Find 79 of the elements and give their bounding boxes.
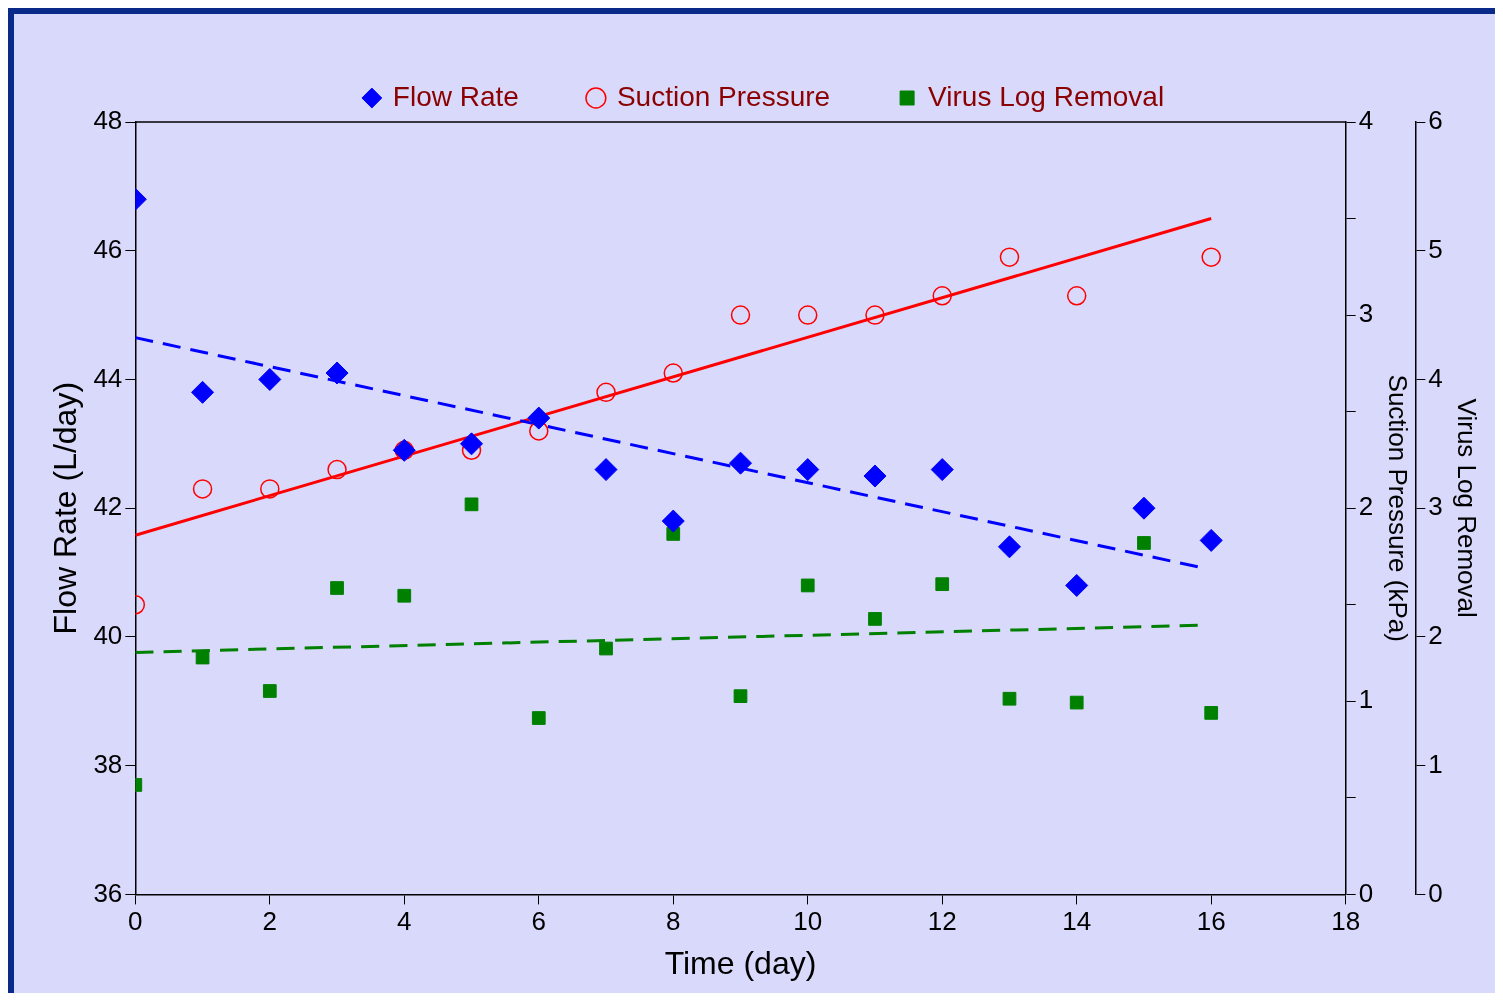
point: [1204, 706, 1219, 720]
point: [997, 535, 1021, 559]
point: [594, 458, 618, 482]
point: [262, 684, 277, 698]
legend-label: Suction Pressure: [616, 80, 831, 112]
point: [1066, 286, 1087, 306]
y3-tick-label: 3: [1428, 491, 1443, 522]
y3-tick-label: 5: [1428, 233, 1443, 264]
x-tick-label: 0: [128, 906, 143, 937]
x-tick-label: 8: [666, 906, 681, 937]
x-tick-label: 6: [531, 906, 547, 937]
legend-label: Flow Rate: [392, 80, 519, 112]
point: [195, 650, 210, 665]
y2-tick-label: 2: [1358, 491, 1374, 522]
point: [935, 577, 950, 592]
point: [796, 458, 820, 482]
y2-axis-title: Suction Pressure (kPa): [1382, 374, 1413, 642]
y3-tick-label: 6: [1428, 105, 1443, 136]
point: [599, 641, 613, 656]
point: [729, 451, 752, 475]
point: [865, 305, 885, 325]
point: [868, 612, 882, 626]
point: [733, 689, 748, 704]
y3-tick-label: 0: [1428, 877, 1443, 908]
y2-tick-label: 0: [1358, 877, 1374, 908]
y-tick-label: 38: [93, 748, 123, 779]
point: [397, 588, 412, 603]
y-tick-label: 42: [93, 491, 123, 522]
y-tick-label: 44: [93, 362, 123, 393]
point: [1199, 528, 1223, 552]
point: [464, 497, 479, 512]
y2-tick-label: 1: [1358, 684, 1374, 715]
point: [260, 479, 280, 499]
x-tick-label: 2: [262, 906, 278, 937]
point: [1137, 536, 1151, 550]
point: [1002, 691, 1017, 706]
point: [596, 382, 616, 403]
y3-tick-label: 4: [1428, 362, 1443, 393]
x-tick-label: 16: [1196, 906, 1226, 937]
y2-tick-label: 3: [1358, 298, 1374, 329]
point: [191, 380, 215, 404]
point: [531, 711, 546, 725]
point: [327, 459, 347, 480]
point: [1069, 695, 1084, 710]
legend-label: Virus Log Removal: [928, 80, 1165, 112]
point: [930, 458, 954, 482]
point: [797, 305, 818, 325]
point: [800, 578, 815, 593]
x-tick-label: 10: [793, 906, 823, 937]
x-tick-label: 4: [397, 906, 412, 937]
y3-tick-label: 1: [1428, 748, 1443, 779]
point: [529, 421, 549, 441]
point: [999, 247, 1020, 267]
point: [730, 305, 751, 325]
point: [325, 361, 349, 385]
point: [1132, 496, 1156, 520]
y-axis-title: Flow Rate (L/day): [47, 381, 84, 635]
y-tick-label: 36: [93, 877, 123, 908]
y2-tick-label: 4: [1358, 105, 1374, 136]
point: [932, 286, 952, 306]
point: [661, 509, 685, 533]
y-tick-label: 46: [93, 233, 123, 264]
x-tick-label: 14: [1062, 906, 1092, 937]
point: [527, 406, 551, 430]
y3-tick-label: 2: [1428, 620, 1443, 651]
y3-axis-title: Virus Log Removal: [1452, 398, 1483, 618]
point: [330, 581, 344, 595]
point: [460, 432, 484, 456]
y-tick-label: 48: [93, 105, 123, 136]
x-tick-label: 12: [927, 906, 957, 937]
x-axis-title: Time (day): [664, 944, 817, 981]
y-tick-label: 40: [93, 620, 123, 651]
x-tick-label: 18: [1331, 906, 1361, 937]
point: [1201, 247, 1221, 267]
point: [258, 367, 282, 391]
point: [1065, 573, 1089, 597]
point: [863, 464, 887, 488]
point: [663, 363, 684, 383]
point: [192, 479, 213, 499]
